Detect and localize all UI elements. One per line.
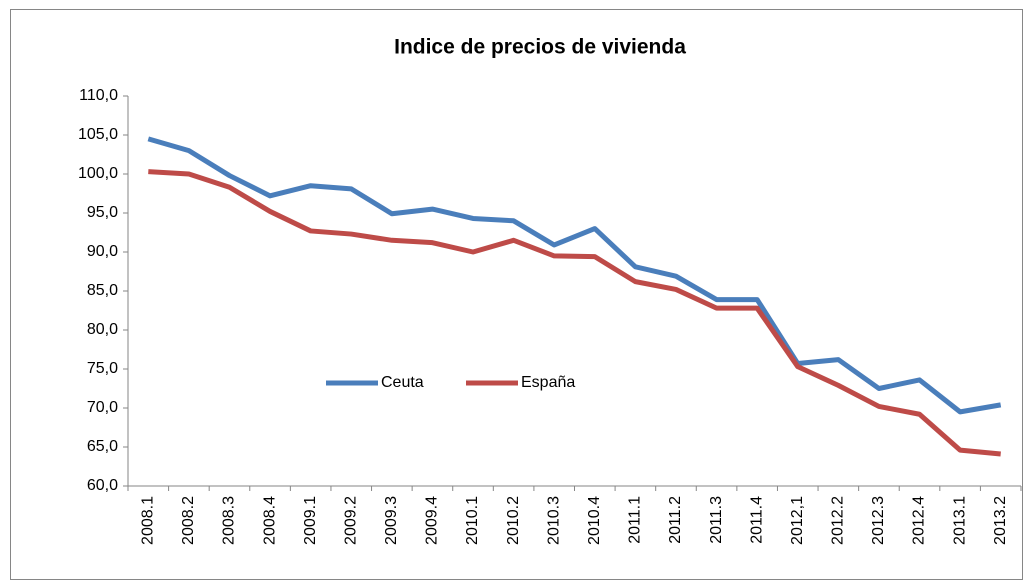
x-tick-label: 2010.1 [464,496,481,545]
chart-frame [10,9,1023,580]
x-tick-label: 2009.1 [302,496,319,545]
x-tick-label: 2011.2 [667,496,684,544]
y-tick-label: 80,0 [87,321,118,338]
x-tick-label: 2008.2 [180,496,197,545]
x-tick-label: 2012,1 [789,496,806,545]
x-tick-label: 2012.3 [870,496,887,545]
x-tick-label: 2010.2 [505,496,522,545]
x-tick-label: 2008.4 [261,496,278,545]
x-tick-label: 2009.4 [424,496,441,545]
x-tick-label: 2013.2 [992,496,1009,545]
x-tick-label: 2013.1 [951,496,968,545]
y-tick-label: 90,0 [87,243,118,260]
line-series [148,169,1001,457]
y-tick-label: 85,0 [87,282,118,299]
legend-label: Ceuta [381,374,424,391]
x-tick-label: 2011.4 [748,496,765,544]
x-tick-label: 2008.3 [221,496,238,545]
x-tick-label: 2010.4 [586,496,603,545]
y-tick-label: 110,0 [79,87,118,104]
x-tick-label: 2010.3 [545,496,562,545]
x-tick-label: 2008.1 [140,496,157,545]
y-tick-label: 70,0 [87,399,118,416]
x-tick-label: 2011.3 [708,496,725,544]
line-series [147,136,1002,415]
y-tick-label: 105,0 [78,126,118,143]
y-tick-label: 95,0 [87,204,118,221]
x-tick-label: 2009.3 [383,496,400,545]
x-tick-label: 2012.4 [911,496,928,545]
legend-label: España [521,374,575,391]
y-tick-label: 75,0 [87,360,118,377]
y-tick-label: 65,0 [87,438,118,455]
x-tick-label: 2012.2 [830,496,847,545]
x-tick-label: 2009.2 [342,496,359,545]
x-tick-label: 2011.1 [627,496,644,544]
chart-title: Indice de precios de vivienda [394,36,686,59]
y-tick-label: 60,0 [87,477,118,494]
y-tick-label: 100,0 [78,165,118,182]
